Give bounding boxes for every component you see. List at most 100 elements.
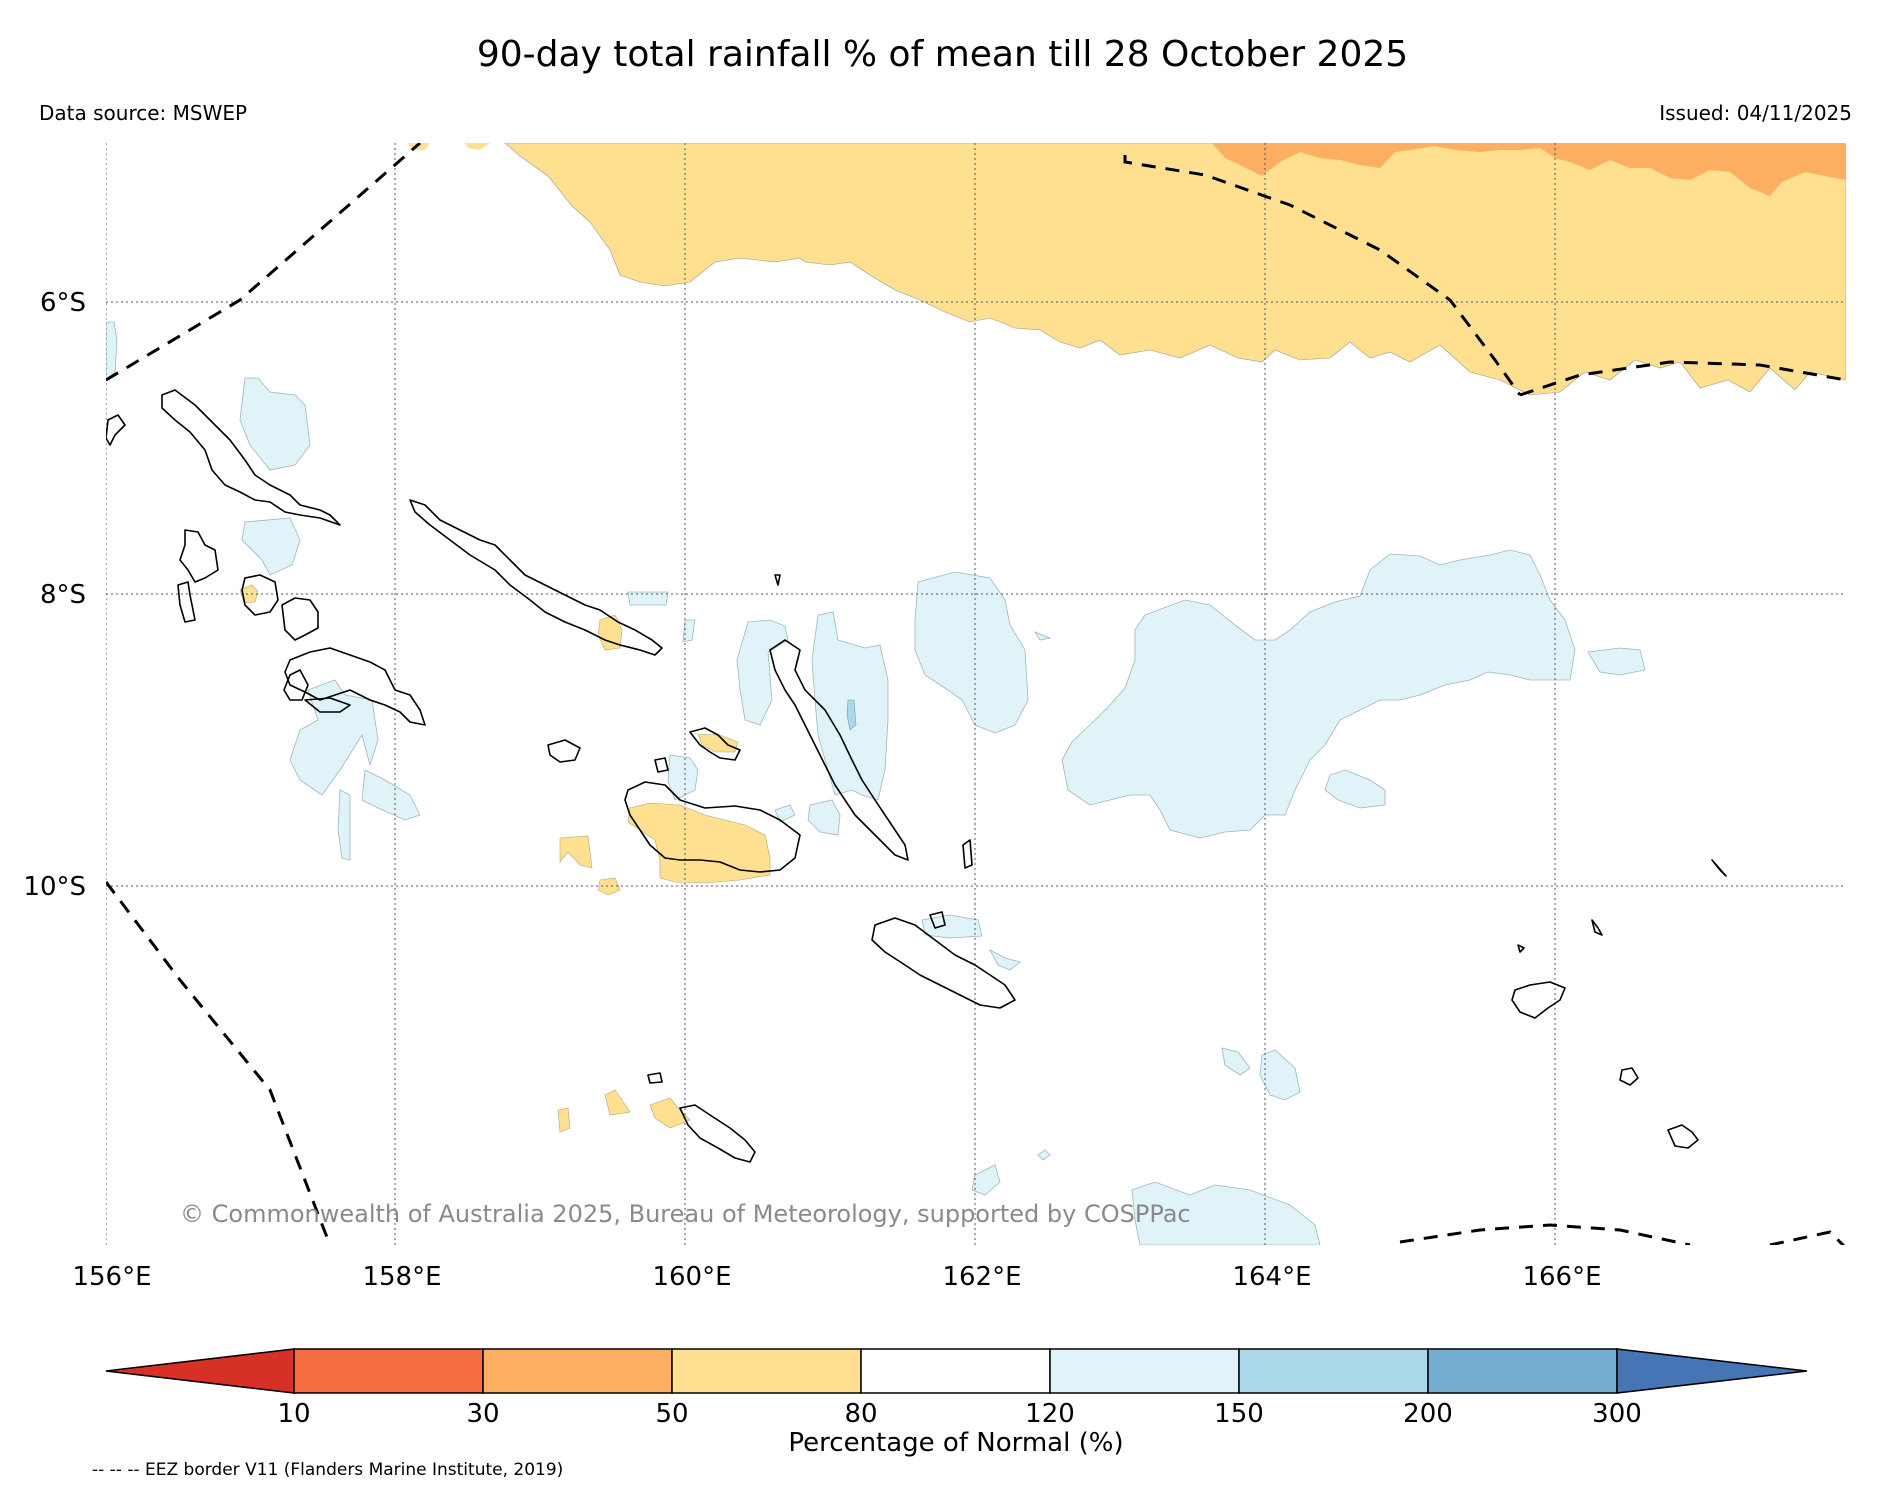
lat-tick-label: 10°S: [23, 872, 86, 902]
colorbar-tick-label: 300: [1592, 1399, 1642, 1429]
dry-sliver-north: [408, 143, 490, 150]
wet-patch-new-georgia: [289, 679, 379, 796]
colorbar-ticks: 10 30 50 80 120 150 200 300 Percentage o…: [277, 1399, 1641, 1458]
dry-anomaly-patches: [239, 584, 771, 1133]
coast-russell: [547, 739, 581, 763]
colorbar-segment: [671, 1348, 862, 1394]
dry-region-northeast: [1212, 143, 1846, 196]
coast-buka: [106, 414, 126, 446]
dry-patch-guadalcanal: [627, 802, 771, 884]
eez-border-png-south: [106, 881, 332, 1245]
eez-legend-note: -- -- -- EEZ border V11 (Flanders Marine…: [92, 1460, 564, 1480]
wet-patch-ndai: [1324, 769, 1386, 809]
coast-makira: [871, 917, 1016, 1009]
coast-sikaiana: [774, 574, 781, 586]
coast-nggela: [689, 727, 741, 761]
coastlines: [106, 389, 1727, 1163]
lon-tick-label: 162°E: [942, 1262, 1021, 1292]
eez-border-png-west: [106, 143, 421, 382]
issued-date-label: Issued: 04/11/2025: [1659, 101, 1852, 125]
lat-tick-label: 6°S: [40, 288, 86, 318]
coast-bougainville: [161, 389, 341, 526]
lat-tick-label: 8°S: [40, 580, 86, 610]
dry-patch-west-a: [559, 835, 593, 869]
eez-border-nauru-north: [1123, 155, 1522, 396]
wet-patch-guadalcanal-north: [667, 754, 699, 801]
coast-fauro: [177, 581, 196, 623]
dry-patch-rennell-c: [557, 1107, 571, 1133]
wet-patch-tulagi: [774, 804, 796, 823]
coast-shortland: [179, 529, 219, 583]
coast-rendova: [283, 669, 309, 701]
wet-patch-150-200: [846, 699, 857, 731]
wet-patch-south-d: [971, 1164, 1001, 1196]
wet-patch-shortland: [239, 377, 311, 471]
graticule: [106, 143, 1846, 1245]
coast-duff: [1711, 859, 1727, 877]
colorbar-tick-label: 10: [277, 1399, 310, 1429]
colorbar-tick-label: 120: [1025, 1399, 1075, 1429]
wet-patch-south-a: [1221, 1047, 1251, 1076]
colorbar-tick-label: 30: [466, 1399, 499, 1429]
dry-patch-isabel: [597, 614, 623, 651]
coast-tetepare: [304, 697, 351, 713]
wet-patch-isabel-small: [627, 591, 669, 606]
wet-patch-makira-east: [989, 949, 1021, 971]
colorbar-tick-label: 80: [844, 1399, 877, 1429]
wet-patch-sikaiana: [914, 571, 1029, 734]
latitude-labels: 6°S 8°S 10°S: [23, 288, 86, 902]
wet-patch-south-bottom: [1131, 1181, 1321, 1245]
wet-patch-south-c: [1037, 1149, 1051, 1161]
coast-guadalcanal: [624, 781, 801, 873]
lon-tick-label: 160°E: [652, 1262, 731, 1292]
coast-santa-isabel: [769, 639, 909, 861]
coast-temotu-ndeni: [1511, 981, 1566, 1019]
map-panel: © Commonwealth of Australia 2025, Bureau…: [106, 143, 1846, 1245]
coast-malaita-small: [654, 757, 669, 773]
coast-rennell: [679, 1104, 756, 1163]
coast-reef-islands: [1591, 919, 1603, 936]
colorbar-segment: [860, 1348, 1051, 1394]
longitude-labels: 156°E 158°E 160°E 162°E 164°E 166°E: [72, 1262, 1601, 1292]
dry-patch-rennell-b: [649, 1097, 691, 1129]
dry-patch-savo: [697, 733, 739, 753]
wet-patch-rendova: [337, 789, 351, 861]
coast-bellona: [647, 1072, 663, 1084]
dry-region-north: [504, 143, 1846, 396]
data-source-label: Data source: MSWEP: [39, 101, 248, 125]
coast-kolombangara: [281, 597, 319, 641]
eez-border-tuvalu: [1519, 360, 1846, 397]
colorbar-segment: [1049, 1348, 1240, 1394]
coast-ulawa: [929, 911, 946, 929]
wet-patch-choiseul-north: [241, 517, 301, 576]
coast-ontong-small: [962, 839, 973, 869]
colorbar-over-arrow: [1616, 1348, 1808, 1394]
wet-patch-ontong-java-region: [1061, 549, 1576, 839]
colorbar: [105, 1348, 1808, 1394]
colorbar-segment: [293, 1348, 484, 1394]
coast-small-east: [1517, 944, 1525, 953]
dry-patch-rennell-a: [604, 1089, 631, 1116]
wet-patch-east-small: [1587, 647, 1646, 676]
copyright-notice: © Commonwealth of Australia 2025, Bureau…: [180, 1200, 1191, 1228]
eez-borders: [106, 143, 1846, 1245]
coast-tikopia: [1667, 1124, 1699, 1149]
colorbar-tick-label: 50: [655, 1399, 688, 1429]
coast-vella-lavella: [241, 574, 279, 616]
colorbar-segment: [1427, 1348, 1618, 1394]
lon-tick-label: 164°E: [1232, 1262, 1311, 1292]
colorbar-title: Percentage of Normal (%): [788, 1428, 1123, 1458]
lon-tick-label: 166°E: [1522, 1262, 1601, 1292]
colorbar-tick-label: 150: [1214, 1399, 1264, 1429]
colorbar-tick-label: 200: [1403, 1399, 1453, 1429]
wet-patch-west-edge: [106, 321, 118, 381]
eez-border-vanuatu: [1399, 1223, 1691, 1245]
colorbar-under-arrow: [105, 1348, 295, 1394]
colorbar-segment: [1238, 1348, 1429, 1394]
map-title: 90-day total rainfall % of mean till 28 …: [476, 34, 1409, 75]
wet-patch-russell: [361, 769, 421, 821]
wet-patch-nggela: [807, 799, 841, 836]
dry-patch-west-b: [597, 877, 621, 896]
eez-border-southeast: [1769, 1230, 1846, 1245]
